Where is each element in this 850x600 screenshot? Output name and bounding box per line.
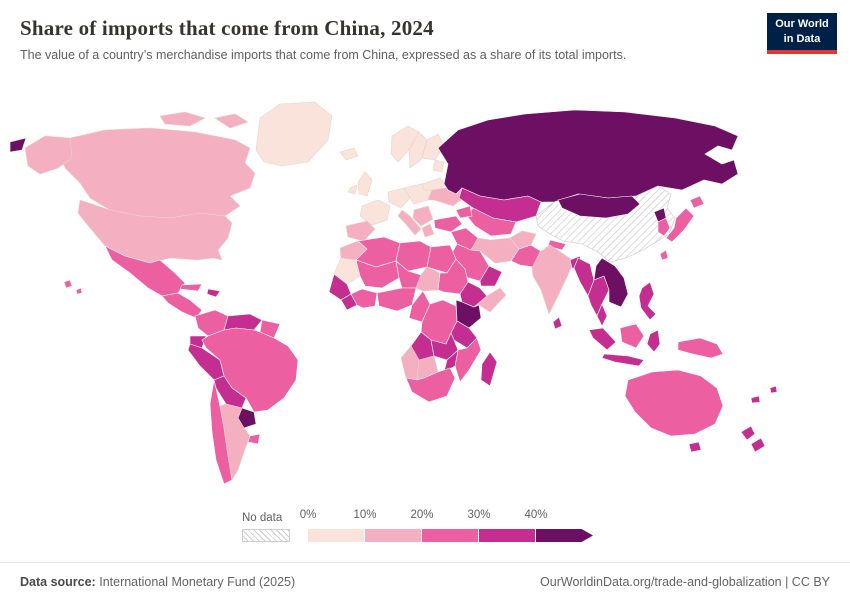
legend-bin-20–30%[interactable] xyxy=(422,529,479,542)
chart-subtitle: The value of a country’s merchandise imp… xyxy=(20,48,627,62)
region-uk[interactable]: United Kingdom xyxy=(357,171,373,197)
legend-bin-40%+[interactable] xyxy=(536,529,593,542)
legend-tick-30%: 30% xyxy=(467,509,491,521)
region-new-caledonia[interactable]: New Caledonia xyxy=(750,395,761,404)
region-yemen-oman[interactable]: Yemen & Oman xyxy=(479,265,503,287)
region-hawaii-2[interactable]: Hawaii xyxy=(75,287,83,295)
region-japan[interactable]: Japan xyxy=(665,207,695,243)
owid-logo: Our World in Data xyxy=(767,13,837,54)
region-indochina[interactable]: Vietnam, Laos & Cambodia xyxy=(593,257,629,308)
region-cuba[interactable]: Cuba xyxy=(179,283,203,292)
region-sri-lanka[interactable]: Sri Lanka xyxy=(552,316,563,330)
legend-bin-30–40%[interactable] xyxy=(479,529,536,542)
region-mongolia[interactable]: Mongolia xyxy=(557,193,641,219)
region-fiji[interactable]: Fiji xyxy=(769,385,778,394)
region-baltics[interactable]: Baltics xyxy=(432,159,445,173)
data-source-value: International Monetary Fund (2025) xyxy=(99,574,296,589)
region-india[interactable]: India xyxy=(531,244,575,315)
region-philippines[interactable]: Philippines xyxy=(638,281,657,321)
region-new-guinea[interactable]: Papua New Guinea xyxy=(677,337,724,359)
region-venezuela[interactable]: Venezuela xyxy=(223,313,263,331)
region-nigeria[interactable]: Nigeria xyxy=(376,287,417,312)
region-hispaniola[interactable]: Hispaniola xyxy=(206,288,221,298)
legend-tick-10%: 10% xyxy=(353,509,377,521)
region-mauritania[interactable]: Mauritania xyxy=(333,257,361,285)
region-canada[interactable]: Canada xyxy=(57,127,256,219)
region-mozambique[interactable]: Mozambique xyxy=(454,337,482,383)
region-java[interactable]: Java (Indonesia) xyxy=(601,353,645,367)
region-tasmania[interactable]: Tasmania xyxy=(688,441,702,453)
data-source: Data source: International Monetary Fund… xyxy=(20,575,295,589)
page-title: Share of imports that come from China, 2… xyxy=(20,16,434,40)
no-data-swatch[interactable] xyxy=(242,529,290,542)
region-turkey[interactable]: Turkey xyxy=(433,215,463,233)
legend-tick-0%: 0% xyxy=(299,509,317,521)
region-madagascar[interactable]: Madagascar xyxy=(480,351,498,387)
legend-segments xyxy=(308,529,593,542)
credit-link[interactable]: OurWorldinData.org/trade-and-globalizati… xyxy=(540,574,830,589)
logo-line2: in Data xyxy=(783,32,821,45)
region-belarus[interactable]: Belarus xyxy=(421,177,447,191)
region-russia[interactable]: Russia xyxy=(437,109,739,203)
region-chad[interactable]: Chad xyxy=(415,266,441,292)
no-data-label: No data xyxy=(242,512,283,524)
region-finland[interactable]: Finland xyxy=(421,133,445,161)
region-nepal[interactable]: Nepal xyxy=(547,239,567,251)
region-arctic-islands-east[interactable]: Arctic Islands xyxy=(214,113,249,129)
region-balkans[interactable]: Balkans xyxy=(412,205,434,227)
region-alaska[interactable]: Alaska (US) xyxy=(24,135,73,175)
region-borneo[interactable]: Borneo xyxy=(619,323,645,349)
region-greece[interactable]: Greece xyxy=(421,223,435,238)
region-south-korea[interactable]: South Korea xyxy=(657,217,671,237)
region-hawaii-1[interactable]: Hawaii xyxy=(63,279,73,289)
region-australia[interactable]: Australia xyxy=(624,369,724,437)
world-map: Greenland Iceland CanadaArctic Islands Arct… xyxy=(10,86,840,500)
region-sulawesi[interactable]: Sulawesi (Indonesia) xyxy=(646,329,661,353)
logo-line1: Our World xyxy=(775,18,829,31)
chart-header: Share of imports that come from China, 2… xyxy=(20,16,750,64)
data-source-label: Data source: xyxy=(20,574,96,589)
region-france[interactable]: France xyxy=(359,199,391,226)
chart-footer: Data source: International Monetary Fund… xyxy=(0,562,850,600)
region-iberia[interactable]: Spain & Portugal xyxy=(345,220,376,242)
region-afghanistan[interactable]: Afghanistan xyxy=(509,230,537,250)
region-caucasus[interactable]: Caucasus xyxy=(455,205,473,219)
region-central-america[interactable]: Central America xyxy=(161,292,203,319)
legend-bin-0–10%[interactable] xyxy=(308,529,365,542)
legend-bin-10–20%[interactable] xyxy=(365,529,422,542)
world-map-svg: Greenland Iceland CanadaArctic Islands Arct… xyxy=(10,101,778,485)
region-new-zealand-south[interactable]: New Zealand (South Island) xyxy=(750,437,766,453)
legend-ticks: 0% 10% 20% 30% 40% xyxy=(300,509,608,525)
region-uruguay[interactable]: Uruguay xyxy=(247,433,261,445)
region-germany[interactable]: Germany xyxy=(387,187,411,209)
region-new-zealand-north[interactable]: New Zealand (North Island) xyxy=(740,425,756,441)
region-malaysia[interactable]: Malaysia xyxy=(596,303,608,327)
legend-color-scale: 0% 10% 20% 30% 40% xyxy=(300,509,608,542)
map-legend: No data 0% 10% 20% 30% 40% xyxy=(0,509,850,542)
region-greenland[interactable]: Greenland xyxy=(255,101,333,167)
region-iceland[interactable]: Iceland xyxy=(339,147,359,161)
region-hokkaido[interactable]: Japan (Hokkaido) xyxy=(689,195,705,209)
region-ireland[interactable]: Ireland xyxy=(347,184,358,195)
region-south-africa[interactable]: South Africa xyxy=(405,367,456,403)
legend-tick-40%: 40% xyxy=(524,509,548,521)
region-italy[interactable]: Italy xyxy=(397,209,422,236)
region-sumatra[interactable]: Sumatra (Indonesia) xyxy=(588,327,617,351)
region-brazil[interactable]: Brazil xyxy=(201,327,299,413)
legend-no-data: No data xyxy=(242,512,290,542)
region-arctic-islands-west[interactable]: Arctic Islands xyxy=(159,111,206,127)
region-zimbabwe[interactable]: Zimbabwe xyxy=(443,349,459,373)
region-chukotka-west[interactable]: Russia (Chukotka) xyxy=(10,137,27,153)
region-uzbekistan-turkmenistan[interactable]: Uzbekistan & Turkmenistan xyxy=(466,207,517,237)
region-taiwan[interactable]: Taiwan xyxy=(659,249,669,261)
region-argentina[interactable]: Argentina xyxy=(219,403,251,481)
legend-tick-20%: 20% xyxy=(410,509,434,521)
